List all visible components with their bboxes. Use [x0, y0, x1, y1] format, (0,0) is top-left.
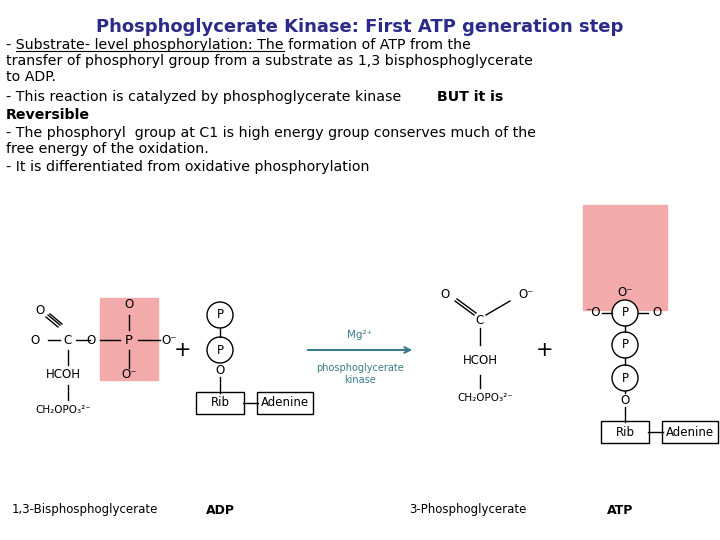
Text: P: P — [125, 334, 133, 347]
Text: P: P — [217, 343, 223, 356]
Text: P: P — [621, 307, 629, 320]
Text: - The phosphoryl  group at C1 is high energy group conserves much of the: - The phosphoryl group at C1 is high ene… — [6, 126, 536, 140]
Text: O: O — [215, 363, 225, 376]
Text: Rib: Rib — [210, 396, 230, 409]
Text: Reversible: Reversible — [6, 108, 90, 122]
Text: C: C — [64, 334, 72, 347]
Text: - Substrate- level phosphorylation: The formation of ATP from the: - Substrate- level phosphorylation: The … — [6, 38, 471, 52]
Text: O: O — [86, 334, 96, 347]
Text: O⁻: O⁻ — [121, 368, 137, 381]
Bar — [100, 298, 158, 380]
Text: O⁻: O⁻ — [617, 286, 633, 299]
Text: O: O — [125, 299, 134, 312]
Text: +: + — [174, 340, 192, 360]
Circle shape — [612, 365, 638, 391]
Text: phosphoglycerate
kinase: phosphoglycerate kinase — [316, 363, 404, 386]
FancyBboxPatch shape — [196, 392, 244, 414]
Text: to ADP.: to ADP. — [6, 70, 56, 84]
Text: C: C — [476, 314, 484, 327]
Text: O⁻: O⁻ — [518, 288, 534, 301]
Bar — [583, 205, 667, 310]
Text: Phosphoglycerate Kinase: First ATP generation step: Phosphoglycerate Kinase: First ATP gener… — [96, 18, 624, 36]
FancyBboxPatch shape — [257, 392, 313, 414]
Text: ADP: ADP — [205, 503, 235, 516]
Text: P: P — [621, 372, 629, 384]
Text: free energy of the oxidation.: free energy of the oxidation. — [6, 142, 209, 156]
FancyBboxPatch shape — [662, 421, 718, 443]
Text: Rib: Rib — [616, 426, 634, 438]
Text: 3-Phosphoglycerate: 3-Phosphoglycerate — [409, 503, 527, 516]
Circle shape — [612, 300, 638, 326]
Circle shape — [207, 337, 233, 363]
FancyBboxPatch shape — [601, 421, 649, 443]
Text: P: P — [217, 308, 223, 321]
Circle shape — [207, 302, 233, 328]
Text: CH₂OPO₃²⁻: CH₂OPO₃²⁻ — [457, 393, 513, 403]
Text: Adenine: Adenine — [261, 396, 309, 409]
Text: +: + — [536, 340, 554, 360]
Text: transfer of phosphoryl group from a substrate as 1,3 bisphosphoglycerate: transfer of phosphoryl group from a subs… — [6, 54, 533, 68]
Text: Adenine: Adenine — [666, 426, 714, 438]
Text: Mg²⁺: Mg²⁺ — [348, 330, 372, 340]
Text: O: O — [652, 307, 662, 320]
Text: ATP: ATP — [607, 503, 633, 516]
Text: O: O — [31, 334, 40, 347]
Text: ⁻O: ⁻O — [585, 307, 600, 320]
Text: HCOH: HCOH — [462, 354, 498, 367]
Circle shape — [612, 332, 638, 358]
Text: CH₂OPO₃²⁻: CH₂OPO₃²⁻ — [35, 405, 91, 415]
Text: - This reaction is catalyzed by phosphoglycerate kinase: - This reaction is catalyzed by phosphog… — [6, 90, 406, 104]
Text: - It is differentiated from oxidative phosphorylation: - It is differentiated from oxidative ph… — [6, 160, 369, 174]
Text: BUT it is: BUT it is — [437, 90, 503, 104]
Text: HCOH: HCOH — [45, 368, 81, 381]
Text: 1,3-Bisphosphoglycerate: 1,3-Bisphosphoglycerate — [12, 503, 158, 516]
Text: O: O — [621, 394, 629, 407]
Text: P: P — [621, 339, 629, 352]
Text: O: O — [441, 288, 449, 301]
Text: O⁻: O⁻ — [161, 334, 176, 347]
Text: O: O — [35, 303, 45, 316]
